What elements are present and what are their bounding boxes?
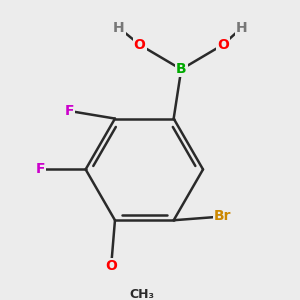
Text: F: F bbox=[65, 104, 74, 118]
Text: O: O bbox=[217, 38, 229, 52]
Text: B: B bbox=[176, 62, 187, 76]
Text: H: H bbox=[113, 21, 124, 35]
Text: O: O bbox=[105, 259, 117, 273]
Text: Br: Br bbox=[214, 209, 232, 224]
Text: O: O bbox=[134, 38, 146, 52]
Text: CH₃: CH₃ bbox=[129, 288, 154, 300]
Text: F: F bbox=[35, 162, 45, 176]
Text: H: H bbox=[236, 21, 248, 35]
